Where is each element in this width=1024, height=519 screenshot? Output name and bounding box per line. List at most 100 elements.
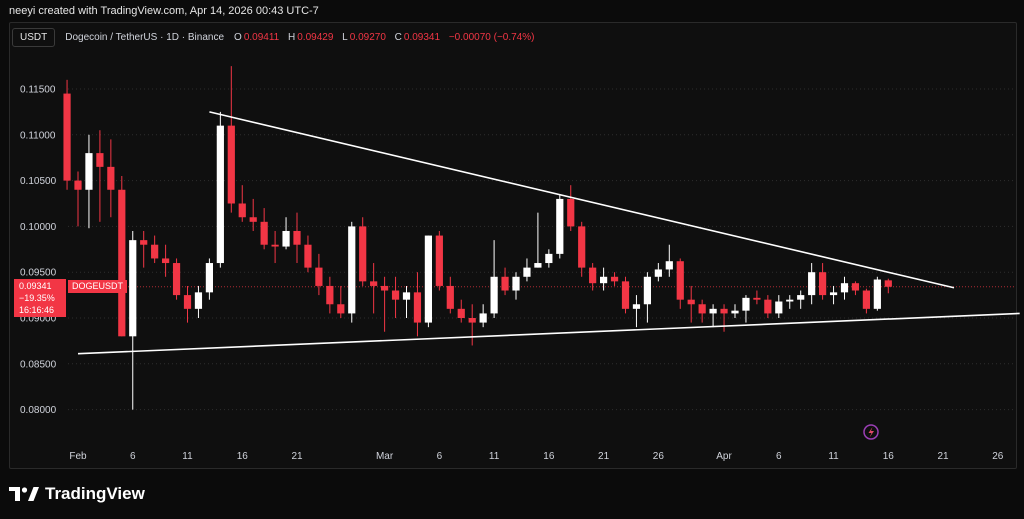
- candle[interactable]: [709, 304, 717, 328]
- candle-body: [851, 283, 860, 291]
- candle[interactable]: [326, 276, 334, 314]
- candle[interactable]: [829, 285, 838, 305]
- candle[interactable]: [348, 221, 356, 323]
- candle[interactable]: [370, 263, 378, 314]
- candle-body: [600, 276, 608, 284]
- x-tick-label: 16: [237, 451, 249, 462]
- candle[interactable]: [172, 258, 181, 300]
- candle[interactable]: [183, 285, 192, 323]
- candle[interactable]: [764, 295, 772, 318]
- candle-body: [884, 280, 892, 287]
- candle[interactable]: [85, 134, 93, 229]
- y-tick-label: 0.10000: [20, 222, 57, 233]
- candle[interactable]: [129, 230, 137, 410]
- candle[interactable]: [63, 79, 71, 190]
- candle[interactable]: [643, 272, 651, 323]
- candle[interactable]: [621, 276, 630, 314]
- candle[interactable]: [884, 278, 892, 294]
- candle[interactable]: [227, 66, 235, 213]
- candle[interactable]: [151, 235, 159, 264]
- candle[interactable]: [742, 295, 750, 323]
- candle[interactable]: [249, 198, 257, 231]
- candle[interactable]: [698, 299, 706, 323]
- symbol-line[interactable]: Dogecoin / TetherUS · 1D · Binance: [65, 31, 225, 43]
- candle[interactable]: [490, 240, 498, 318]
- candle[interactable]: [391, 276, 400, 318]
- candle[interactable]: [140, 230, 148, 268]
- candle[interactable]: [260, 208, 268, 250]
- candle[interactable]: [786, 295, 794, 309]
- high-value: 0.09429: [297, 31, 334, 43]
- x-tick-label: 21: [598, 451, 610, 462]
- currency-button[interactable]: USDT: [12, 27, 56, 47]
- candle-body: [523, 267, 531, 277]
- candle[interactable]: [501, 267, 509, 296]
- candle[interactable]: [74, 171, 82, 227]
- candle[interactable]: [446, 276, 454, 314]
- candle[interactable]: [107, 139, 115, 218]
- candle[interactable]: [96, 130, 104, 222]
- candle[interactable]: [381, 276, 389, 332]
- candle[interactable]: [632, 295, 641, 328]
- candle[interactable]: [534, 212, 542, 268]
- candle[interactable]: [676, 258, 684, 309]
- candle[interactable]: [851, 281, 860, 296]
- candle[interactable]: [808, 263, 816, 305]
- candle[interactable]: [402, 285, 411, 318]
- candle[interactable]: [205, 258, 213, 300]
- candle[interactable]: [315, 253, 323, 296]
- candle[interactable]: [610, 272, 619, 286]
- candle[interactable]: [238, 185, 246, 222]
- tradingview-logo[interactable]: TradingView: [9, 484, 145, 504]
- candle-body: [578, 226, 586, 268]
- candle[interactable]: [819, 263, 827, 300]
- candle[interactable]: [468, 304, 476, 346]
- candle[interactable]: [775, 295, 783, 318]
- x-tick-label: Mar: [376, 451, 394, 462]
- candle[interactable]: [512, 272, 520, 300]
- candle-body: [435, 235, 443, 286]
- candle[interactable]: [194, 285, 203, 318]
- candle[interactable]: [359, 217, 367, 286]
- candle[interactable]: [731, 304, 739, 318]
- candle[interactable]: [600, 267, 608, 291]
- candle-body: [764, 299, 772, 314]
- close-label: C: [394, 31, 402, 43]
- candle[interactable]: [873, 276, 881, 311]
- candle[interactable]: [435, 230, 443, 291]
- chart-frame: [9, 22, 1017, 469]
- candle[interactable]: [282, 217, 290, 250]
- x-tick-label: 11: [489, 451, 500, 462]
- candle[interactable]: [687, 285, 695, 323]
- candle[interactable]: [753, 290, 761, 305]
- candle[interactable]: [840, 276, 849, 300]
- y-tick-label: 0.10500: [20, 176, 57, 187]
- candle[interactable]: [304, 235, 312, 273]
- candle[interactable]: [556, 194, 564, 259]
- candle[interactable]: [797, 290, 805, 309]
- candle[interactable]: [216, 111, 224, 268]
- candle[interactable]: [862, 288, 870, 314]
- candle[interactable]: [413, 272, 422, 337]
- candle[interactable]: [337, 285, 345, 318]
- candle[interactable]: [118, 176, 126, 337]
- lightning-icon[interactable]: [863, 424, 879, 440]
- candle[interactable]: [578, 221, 586, 277]
- candle[interactable]: [720, 304, 728, 332]
- candle[interactable]: [271, 230, 279, 264]
- candle[interactable]: [523, 258, 531, 282]
- candle[interactable]: [589, 263, 597, 291]
- candle[interactable]: [545, 249, 553, 268]
- candle[interactable]: [665, 244, 673, 277]
- candle[interactable]: [457, 299, 465, 323]
- candle[interactable]: [162, 244, 170, 277]
- tradingview-mark-icon: [9, 487, 39, 501]
- candle-body: [720, 308, 728, 314]
- candle[interactable]: [479, 304, 487, 328]
- candle-body: [731, 310, 739, 314]
- candle[interactable]: [567, 185, 575, 231]
- candle[interactable]: [654, 263, 662, 282]
- candle[interactable]: [424, 235, 432, 328]
- candle[interactable]: [293, 212, 301, 264]
